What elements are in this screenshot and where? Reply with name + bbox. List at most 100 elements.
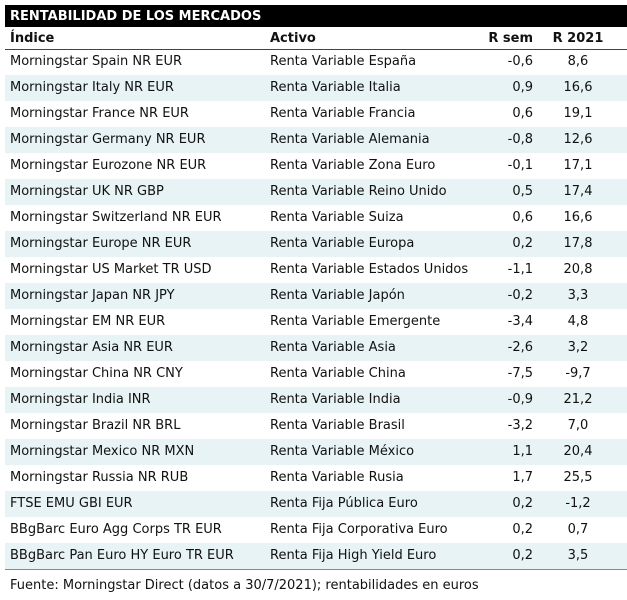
cell-indice: FTSE EMU GBI EUR: [10, 496, 133, 511]
table-row: Morningstar China NR CNY Renta Variable C…: [5, 361, 627, 387]
cell-rsem: -0,8: [507, 132, 533, 147]
cell-r2021: -1,2: [565, 496, 591, 511]
cell-rsem: 0,9: [512, 80, 533, 95]
cell-r2021: 8,6: [567, 54, 589, 69]
cell-r2021: 16,6: [563, 210, 593, 225]
cell-r2021: 17,4: [563, 184, 593, 199]
cell-activo: Renta Variable Zona Euro: [270, 158, 436, 173]
cell-activo: Renta Variable India: [270, 392, 401, 407]
cell-indice: Morningstar China NR CNY: [10, 366, 183, 381]
table-row: Morningstar US Market TR USD Renta Variab…: [5, 257, 627, 283]
table-row: Morningstar Mexico NR MXN Renta Variable …: [5, 439, 627, 465]
table-row: Morningstar UK NR GBP Renta Variable Rein…: [5, 179, 627, 205]
cell-indice: Morningstar EM NR EUR: [10, 314, 166, 329]
cell-indice: Morningstar Russia NR RUB: [10, 470, 189, 485]
cell-activo: Renta Variable Europa: [270, 236, 415, 251]
cell-indice: Morningstar Switzerland NR EUR: [10, 210, 222, 225]
cell-r2021: 3,3: [567, 288, 589, 303]
cell-r2021: -9,7: [565, 366, 591, 381]
cell-rsem: -3,2: [507, 418, 533, 433]
table-row: Morningstar Brazil NR BRL Renta Variable …: [5, 413, 627, 439]
cell-activo: Renta Variable España: [270, 54, 417, 69]
cell-rsem: -7,5: [507, 366, 533, 381]
header-indice: Índice: [10, 31, 55, 46]
cell-indice: Morningstar Eurozone NR EUR: [10, 158, 207, 173]
table-row: FTSE EMU GBI EUR Renta Fija Pública Euro 0…: [5, 491, 627, 517]
cell-rsem: 0,2: [512, 548, 533, 563]
cell-rsem: 1,1: [512, 444, 533, 459]
table-row: Morningstar India INR Renta Variable Indi…: [5, 387, 627, 413]
header-rsem: R sem: [488, 31, 533, 46]
cell-indice: Morningstar Brazil NR BRL: [10, 418, 181, 433]
cell-indice: Morningstar Mexico NR MXN: [10, 444, 195, 459]
cell-rsem: -1,1: [507, 262, 533, 277]
cell-rsem: -2,6: [507, 340, 533, 355]
cell-activo: Renta Variable México: [270, 444, 415, 459]
table-row: BBgBarc Euro Agg Corps TR EUR Renta Fija …: [5, 517, 627, 543]
cell-activo: Renta Variable Rusia: [270, 470, 404, 485]
table-row: Morningstar Germany NR EUR Renta Variable…: [5, 127, 627, 153]
table-row: Morningstar Italy NR EUR Renta Variable I…: [5, 75, 627, 101]
table-row: Morningstar Russia NR RUB Renta Variable …: [5, 465, 627, 491]
cell-activo: Renta Variable Alemania: [270, 132, 430, 147]
cell-indice: Morningstar Spain NR EUR: [10, 54, 183, 69]
cell-r2021: 3,5: [567, 548, 589, 563]
table-row: Morningstar EM NR EUR Renta Variable Emer…: [5, 309, 627, 335]
cell-indice: Morningstar Italy NR EUR: [10, 80, 174, 95]
cell-indice: Morningstar Japan NR JPY: [10, 288, 175, 303]
cell-rsem: -0,6: [507, 54, 533, 69]
cell-activo: Renta Variable Reino Unido: [270, 184, 447, 199]
header-r2021: R 2021: [552, 31, 604, 46]
cell-rsem: -0,9: [507, 392, 533, 407]
cell-activo: Renta Variable Francia: [270, 106, 416, 121]
table-row: Morningstar Switzerland NR EUR Renta Vari…: [5, 205, 627, 231]
cell-rsem: -0,2: [507, 288, 533, 303]
cell-r2021: 7,0: [567, 418, 589, 433]
cell-activo: Renta Variable Emergente: [270, 314, 441, 329]
table-title: RENTABILIDAD DE LOS MERCADOS: [5, 5, 627, 27]
cell-r2021: 4,8: [567, 314, 589, 329]
cell-r2021: 16,6: [563, 80, 593, 95]
cell-activo: Renta Variable Suiza: [270, 210, 404, 225]
cell-activo: Renta Fija Pública Euro: [270, 496, 418, 511]
table-row: Morningstar Spain NR EUR Renta Variable E…: [5, 49, 627, 75]
cell-rsem: 0,6: [512, 106, 533, 121]
cell-r2021: 0,7: [567, 522, 589, 537]
cell-activo: Renta Fija High Yield Euro: [270, 548, 437, 563]
cell-activo: Renta Variable Brasil: [270, 418, 405, 433]
cell-activo: Renta Variable Japón: [270, 288, 405, 303]
cell-indice: BBgBarc Euro Agg Corps TR EUR: [10, 522, 222, 537]
table-row: Morningstar Japan NR JPY Renta Variable J…: [5, 283, 627, 309]
cell-activo: Renta Variable Italia: [270, 80, 401, 95]
cell-activo: Renta Variable China: [270, 366, 406, 381]
table-header: Índice Activo R sem R 2021: [5, 27, 627, 50]
cell-r2021: 25,5: [563, 470, 593, 485]
header-activo: Activo: [270, 31, 316, 46]
cell-r2021: 20,8: [563, 262, 593, 277]
cell-indice: Morningstar France NR EUR: [10, 106, 189, 121]
cell-activo: Renta Fija Corporativa Euro: [270, 522, 448, 537]
cell-rsem: -0,1: [507, 158, 533, 173]
table-row: Morningstar Asia NR EUR Renta Variable As…: [5, 335, 627, 361]
cell-indice: Morningstar US Market TR USD: [10, 262, 212, 277]
cell-rsem: 0,2: [512, 522, 533, 537]
table-bottom-rule: [5, 569, 627, 570]
table-row: Morningstar Europe NR EUR Renta Variable …: [5, 231, 627, 257]
source-note: Fuente: Morningstar Direct (datos a 30/7…: [10, 578, 479, 593]
cell-r2021: 21,2: [563, 392, 593, 407]
table-row: BBgBarc Pan Euro HY Euro TR EUR Renta Fij…: [5, 543, 627, 569]
cell-rsem: 0,6: [512, 210, 533, 225]
cell-indice: Morningstar India INR: [10, 392, 151, 407]
cell-rsem: 0,2: [512, 236, 533, 251]
cell-activo: Renta Variable Asia: [270, 340, 396, 355]
cell-r2021: 3,2: [567, 340, 589, 355]
cell-indice: Morningstar UK NR GBP: [10, 184, 164, 199]
table-row: Morningstar France NR EUR Renta Variable …: [5, 101, 627, 127]
cell-indice: Morningstar Europe NR EUR: [10, 236, 192, 251]
cell-indice: BBgBarc Pan Euro HY Euro TR EUR: [10, 548, 234, 563]
cell-r2021: 12,6: [563, 132, 593, 147]
cell-r2021: 17,1: [563, 158, 593, 173]
cell-r2021: 19,1: [563, 106, 593, 121]
cell-activo: Renta Variable Estados Unidos: [270, 262, 469, 277]
cell-indice: Morningstar Asia NR EUR: [10, 340, 173, 355]
